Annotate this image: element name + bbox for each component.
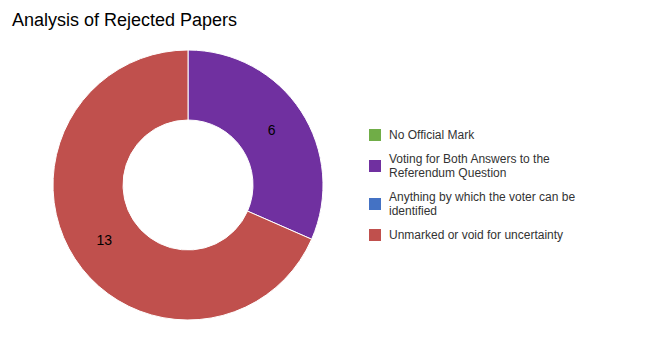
html-text:identified: identified (389, 204, 437, 218)
html-text:Referendum Question: Referendum Question (389, 166, 507, 180)
svg-text:13: 13 (96, 232, 112, 248)
html-text:No Official Mark: No Official Mark (389, 128, 475, 142)
html-text:Voting for Both Answers to the: Voting for Both Answers to the (389, 152, 550, 166)
html-text:Anything by which the voter ca: Anything by which the voter can be (389, 190, 576, 204)
html-text:Unmarked or void for uncertain: Unmarked or void for uncertainty (389, 228, 564, 242)
svg-text:6: 6 (268, 122, 276, 138)
html-text:Analysis of Rejected Papers: Analysis of Rejected Papers (12, 10, 238, 30)
